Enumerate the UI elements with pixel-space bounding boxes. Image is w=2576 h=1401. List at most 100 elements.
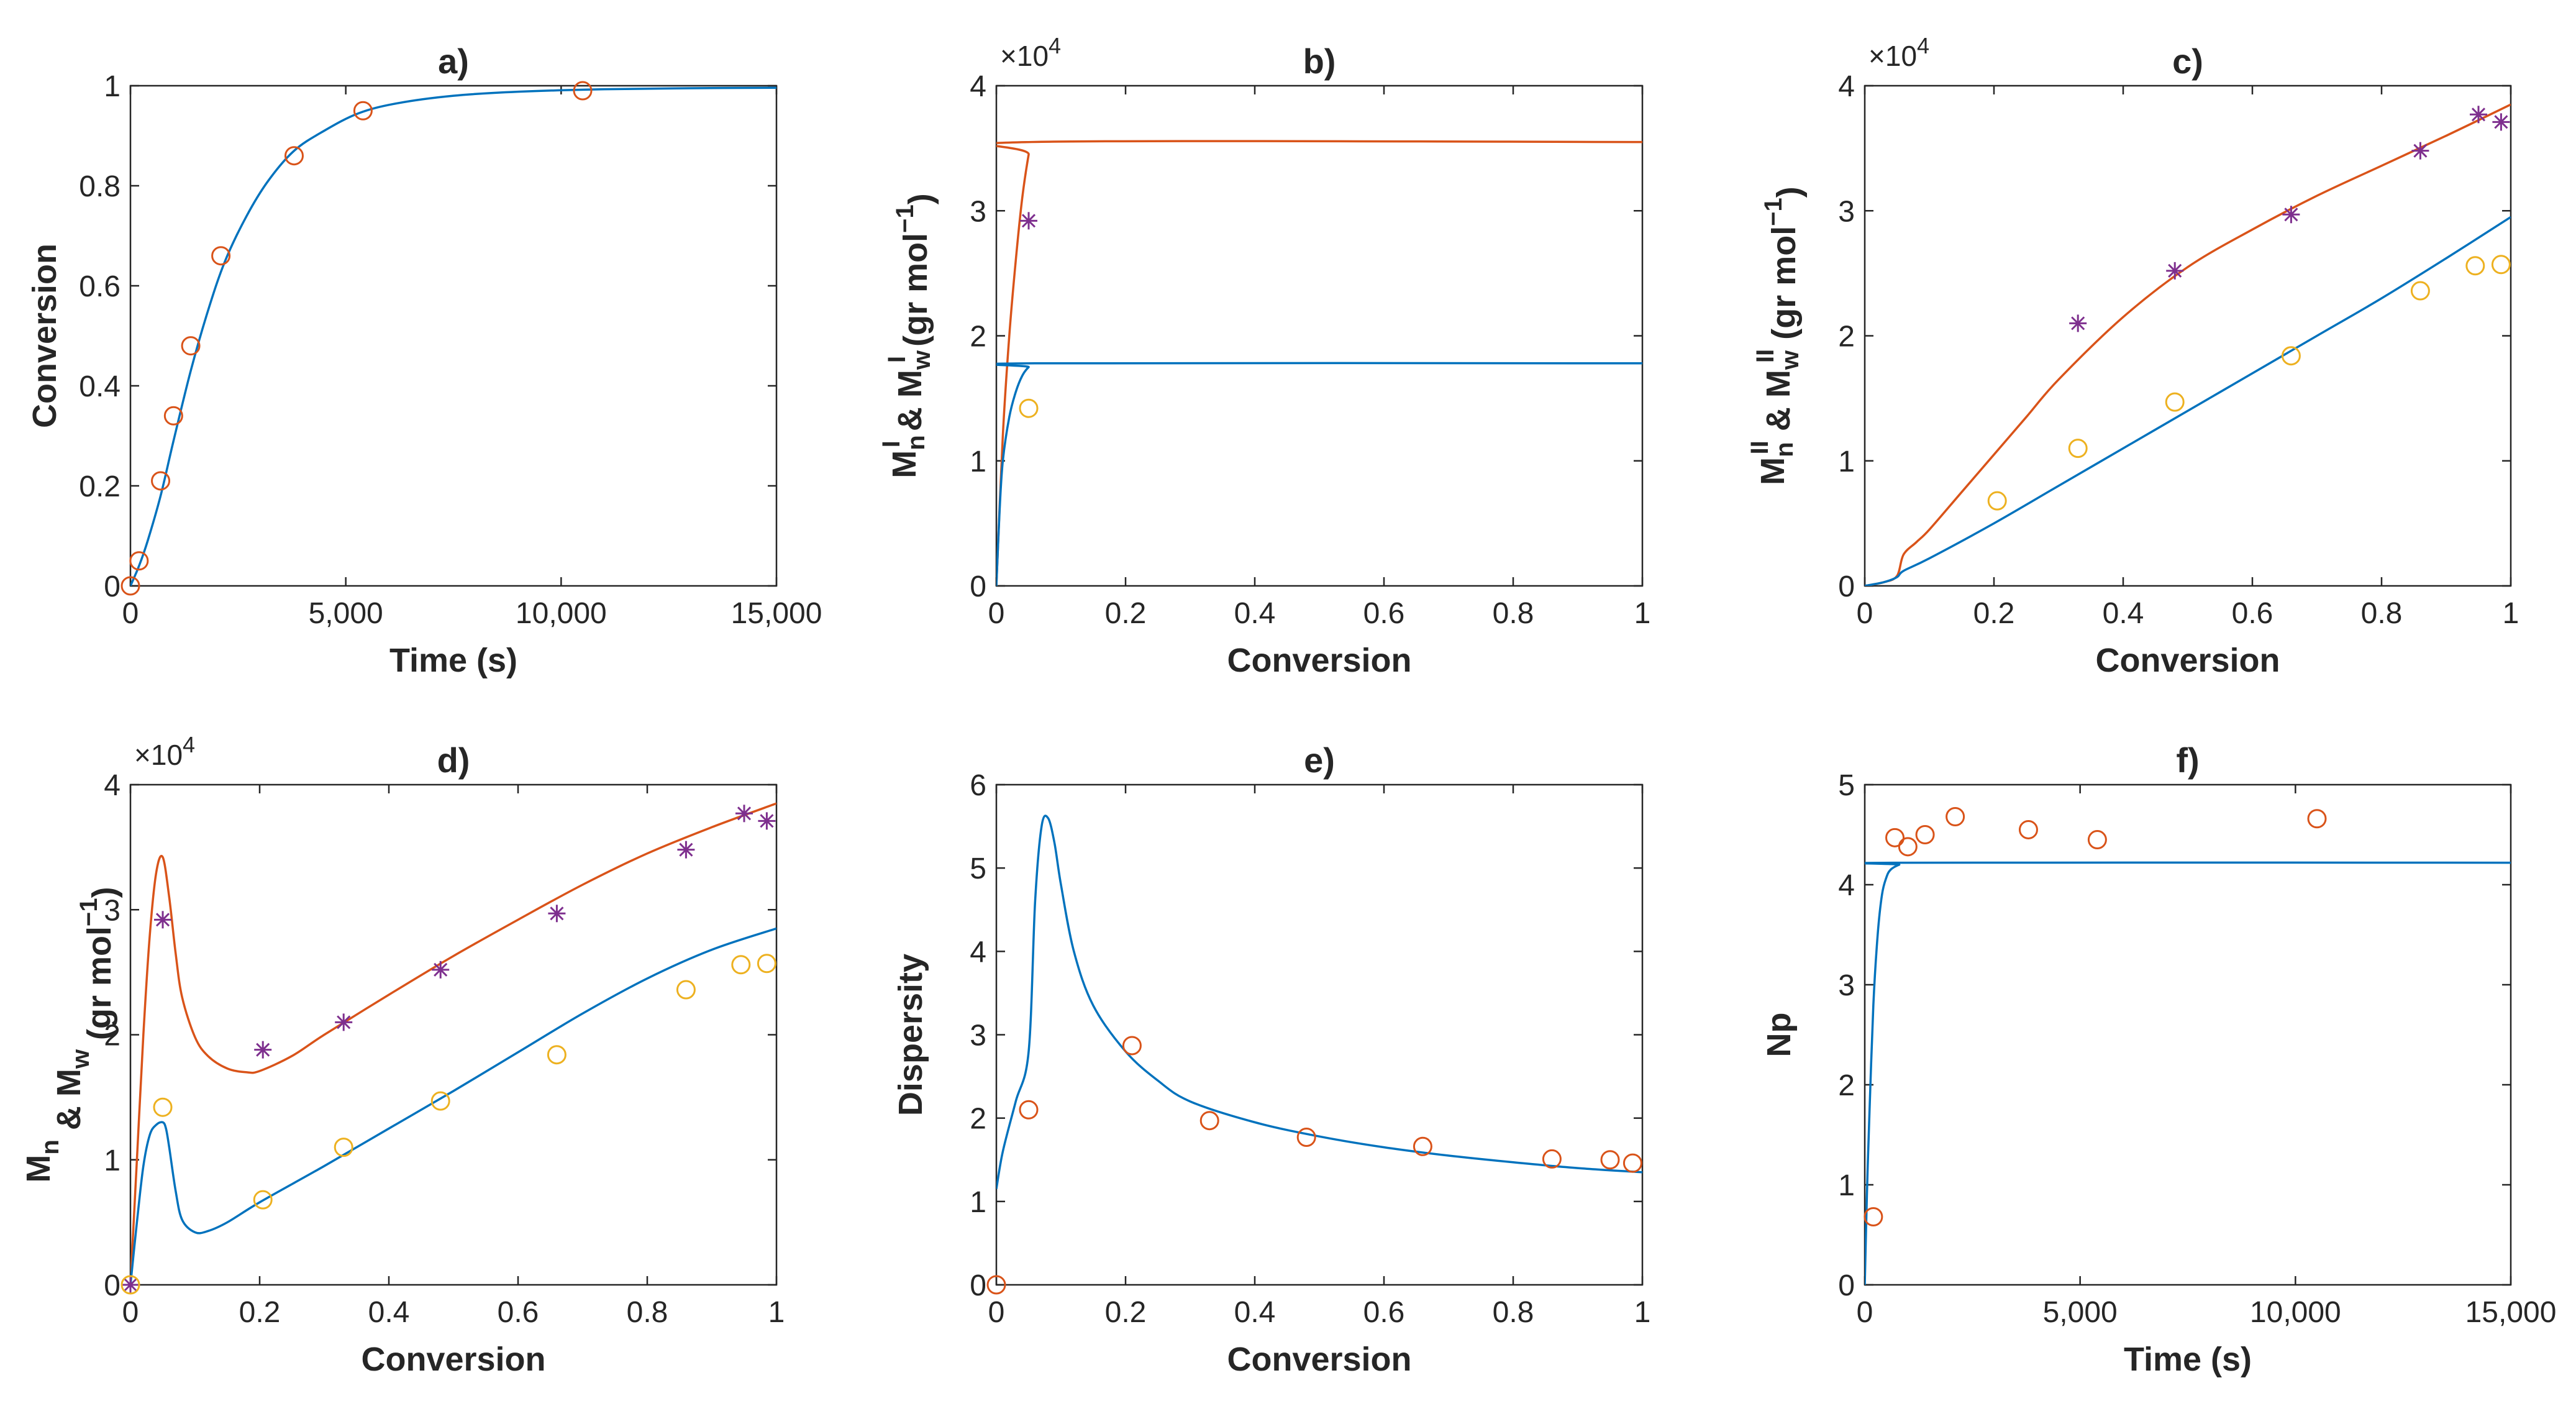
y-axis-label-part: ) (902, 193, 939, 204)
x-tick-label: 0.6 (2232, 597, 2273, 630)
panel-title: b) (1303, 42, 1336, 81)
data-point (122, 1276, 139, 1294)
data-point (1623, 1153, 1642, 1173)
data-point (2087, 830, 2107, 850)
data-point (154, 911, 171, 929)
y-tick-label: 1 (970, 1186, 986, 1219)
y-axis-label: Mn & Mw (gr mol−1) (20, 887, 123, 1182)
y-axis-label: MnI & MwI (gr mol−1) (878, 193, 939, 478)
data-point (2068, 439, 2088, 459)
y-axis-label-part: −1 (891, 204, 919, 233)
panel-title: d) (437, 741, 470, 780)
data-point (129, 551, 149, 571)
series-line-model (996, 815, 1642, 1190)
data-point (121, 1275, 140, 1295)
series-group-c (1865, 103, 2511, 586)
x-tick-label: 0.8 (2361, 597, 2403, 630)
y-tick-label: 1 (1838, 445, 1855, 478)
x-tick-label: 0.4 (1234, 597, 1276, 630)
y-exponent-label: ×104 (1868, 33, 1929, 72)
data-point (2069, 314, 2087, 332)
x-tick-label: 5,000 (2043, 1296, 2118, 1329)
y-axis-label: Np (1760, 1013, 1798, 1057)
axes-box-f (1864, 783, 2512, 1286)
y-tick-label: 4 (970, 70, 986, 103)
data-point (1019, 1100, 1039, 1120)
y-axis-label-part: (gr mol (81, 926, 118, 1049)
y-axis-label-part: ) (86, 887, 123, 898)
data-point (2465, 256, 2485, 276)
x-axis-label: Conversion (2095, 642, 2280, 679)
y-exponent-base: ×10 (134, 739, 183, 771)
x-tick-label: 5,000 (309, 597, 383, 630)
y-tick-label: 2 (1838, 1069, 1855, 1102)
data-point (2165, 392, 2185, 412)
data-point (2166, 262, 2184, 280)
data-point (1987, 491, 2007, 511)
data-point (1946, 807, 1965, 827)
x-tick-label: 0.4 (1234, 1296, 1276, 1329)
y-tick-label: 2 (1838, 321, 1855, 354)
y-axis-label-part: & M (891, 370, 929, 440)
panel-f: 0 5,000 10,000 15,000 0 1 2 3 4 5 f) Time (s) Np (1760, 741, 2556, 1378)
y-exponent-power: 4 (1049, 33, 1061, 58)
y-axis-label-part: w (908, 350, 935, 370)
y-axis-label-part: −1 (75, 898, 102, 926)
y-axis-label-part: II (1746, 440, 1773, 454)
x-tick-label: 0 (988, 1296, 1005, 1329)
x-tick-label: 0.2 (1105, 1296, 1147, 1329)
x-tick-label: 0 (988, 597, 1005, 630)
y-tick-label: 3 (970, 1020, 986, 1052)
x-tick-label: 0.6 (1363, 1296, 1405, 1329)
data-point (676, 980, 696, 1000)
data-point (2491, 255, 2511, 275)
y-axis-label-part: n (1771, 442, 1798, 457)
x-tick-label: 0.8 (627, 1296, 668, 1329)
series-line-mw-model (996, 140, 1642, 586)
y-tick-label: 0.4 (79, 370, 121, 403)
data-point (1296, 1128, 1316, 1148)
panel-title: f) (2176, 741, 2199, 780)
y-tick-label: 1 (104, 1144, 121, 1177)
panel-title: a) (438, 42, 469, 81)
y-tick-label: 0 (104, 1269, 121, 1302)
x-tick-label: 15,000 (731, 597, 822, 630)
data-point (1122, 1036, 1142, 1056)
panel-a: 0 5,000 10,000 15,000 0 0.2 0.4 0.6 0.8 1 a) Time (… (26, 42, 822, 679)
y-tick-label: 0.6 (79, 270, 121, 303)
series-line-model (130, 86, 776, 586)
data-point (432, 961, 450, 979)
y-tick-label: 0 (1838, 570, 1855, 603)
x-tick-label: 0 (122, 1296, 139, 1329)
y-tick-label: 4 (104, 769, 121, 802)
y-exponent-power: 4 (183, 732, 195, 757)
y-tick-label: 0.2 (79, 470, 121, 503)
y-axis-label-part: (gr mol (1765, 226, 1803, 349)
x-tick-label: 1 (768, 1296, 785, 1329)
x-axis-label: Conversion (1227, 642, 1411, 679)
y-tick-label: 0.8 (79, 170, 121, 203)
series-group-f (1865, 861, 2511, 1285)
y-axis-label-part: & M (50, 1069, 88, 1139)
axes-box-d (129, 783, 778, 1286)
panel-title: c) (2172, 42, 2203, 81)
y-axis-label-part: I (883, 356, 911, 363)
y-tick-label: 5 (1838, 769, 1855, 802)
x-tick-label: 0 (1857, 1296, 1873, 1329)
data-point (1885, 828, 1905, 847)
x-tick-label: 0.2 (239, 1296, 281, 1329)
axes-box-a (129, 84, 778, 587)
x-tick-label: 0.8 (1493, 597, 1534, 630)
x-axis-label: Time (s) (389, 642, 517, 679)
axes-box-c (1864, 84, 2512, 587)
x-axis-label: Conversion (1227, 1341, 1411, 1378)
data-point (573, 81, 593, 101)
series-group-e (996, 815, 1642, 1190)
x-axis-label: Conversion (361, 1341, 545, 1378)
data-point (353, 101, 373, 121)
y-axis-label: MnII & MwII (gr mol−1) (1746, 186, 1808, 485)
data-point (1199, 1111, 1219, 1131)
x-tick-label: 0.4 (368, 1296, 410, 1329)
